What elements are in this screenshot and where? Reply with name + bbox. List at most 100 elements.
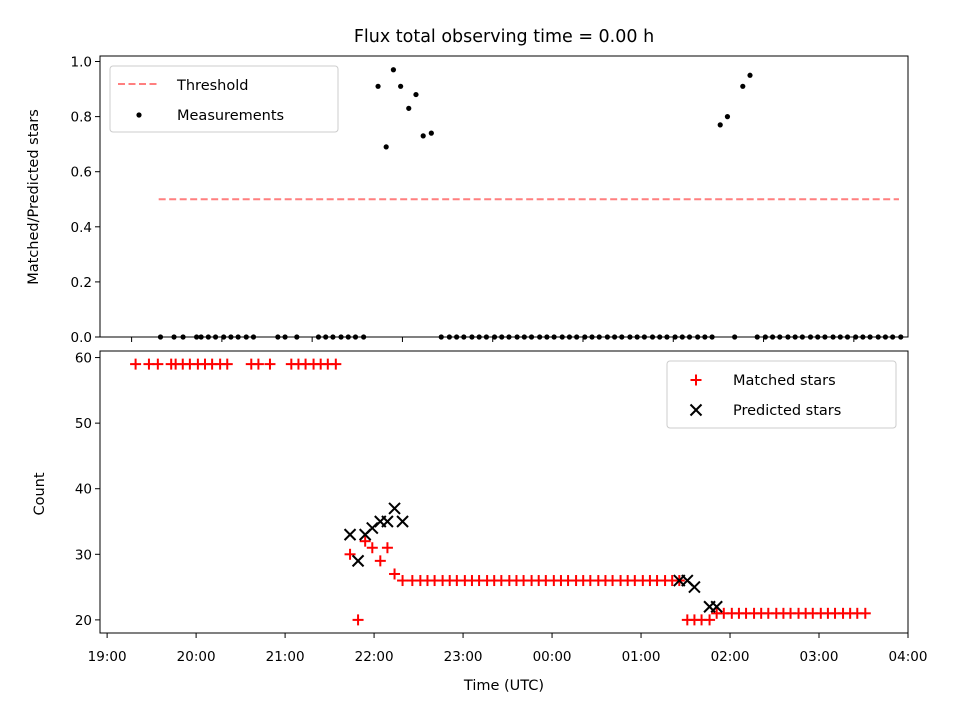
predicted-star-point	[351, 554, 365, 568]
legend-matched-swatch	[690, 374, 702, 386]
bottom-y-tick-label: 40	[75, 482, 92, 498]
measurement-point	[860, 334, 866, 340]
bottom-legend-box	[666, 360, 897, 429]
chart-title: Flux total observing time = 0.00 h	[354, 27, 654, 47]
bottom-subplot: 19:00 20:00 21:00 22:00 23:00 00:00 01:00 02:00…	[75, 350, 927, 665]
measurement-point	[785, 334, 791, 340]
measurement-point	[398, 83, 404, 89]
measurement-point	[777, 334, 783, 340]
measurement-point	[205, 334, 211, 340]
measurement-point	[506, 334, 512, 340]
measurement-point	[375, 83, 381, 89]
measurement-point	[830, 334, 836, 340]
measurement-point	[686, 334, 693, 340]
x-tick-label: 20:00	[177, 649, 216, 665]
legend-measurements-swatch	[136, 112, 142, 118]
matched-star-point	[389, 568, 401, 580]
predicted-star-point	[688, 580, 701, 594]
measurement-point	[875, 334, 881, 340]
bottom-y-axis-label: Count	[32, 472, 48, 515]
measurement-point	[338, 334, 344, 340]
measurement-point	[528, 334, 535, 340]
matched-star-point	[359, 535, 371, 547]
top-y-tick-label: 0.4	[71, 220, 92, 236]
x-tick-label: 02:00	[711, 649, 750, 665]
measurement-point	[345, 334, 351, 340]
measurement-point	[582, 334, 588, 340]
top-y-axis-label: Matched/Predicted stars	[26, 109, 42, 285]
x-marker-b	[681, 574, 694, 587]
bottom-y-tick-label: 20	[75, 613, 92, 629]
measurement-point	[634, 334, 640, 340]
measurement-point	[491, 334, 498, 340]
legend-measurements-label: Measurements	[177, 108, 284, 124]
measurement-point	[171, 334, 177, 340]
matched-star-point	[397, 575, 409, 587]
measurement-point	[702, 334, 708, 340]
measurement-point	[476, 334, 482, 340]
measurement-point	[454, 334, 460, 340]
measurement-point	[469, 334, 475, 340]
bottom-y-tick-label: 50	[75, 416, 92, 432]
x-marker-b	[396, 515, 409, 528]
measurement-point	[235, 334, 241, 340]
measurement-point	[483, 334, 489, 340]
measurement-point	[574, 334, 580, 340]
matched-star-point	[152, 358, 164, 370]
measurement-point	[361, 334, 367, 340]
measurement-point	[890, 334, 896, 340]
measurement-point	[807, 334, 814, 340]
legend-matched-label: Matched stars	[733, 373, 836, 389]
measurement-point	[822, 334, 828, 340]
x-tick-label: 22:00	[355, 649, 394, 665]
measurement-point	[420, 133, 426, 139]
measurement-point	[627, 334, 633, 340]
measurement-point	[837, 334, 843, 340]
measurement-point	[799, 334, 805, 340]
measurement-point	[657, 334, 663, 340]
matched-star-point	[859, 607, 871, 619]
predicted-star-point	[396, 515, 409, 528]
measurement-point	[446, 334, 452, 340]
measurement-point	[250, 334, 257, 340]
measurement-point	[717, 122, 723, 128]
measurement-point	[596, 334, 602, 340]
measurement-point	[695, 334, 701, 340]
x-marker-b	[689, 403, 703, 417]
x-marker-b	[688, 580, 701, 594]
matched-star-point	[221, 358, 233, 370]
x-tick-label: 23:00	[444, 649, 483, 665]
matched-star-point	[252, 358, 264, 370]
measurement-point	[649, 334, 656, 340]
measurement-point	[330, 334, 336, 340]
measurement-point	[537, 334, 543, 340]
measurement-point	[315, 334, 322, 340]
predicted-star-point	[343, 528, 357, 541]
measurement-point	[521, 334, 527, 340]
matched-star-point	[374, 555, 386, 567]
matched-star-point	[381, 542, 393, 554]
measurement-point	[867, 334, 873, 340]
measurement-point	[740, 83, 746, 89]
measurement-point	[413, 91, 419, 98]
measurement-point	[499, 334, 505, 340]
measurement-point	[193, 334, 200, 340]
measurement-point	[282, 334, 288, 340]
x-axis-label: Time (UTC)	[463, 678, 544, 694]
measurement-point	[212, 334, 219, 340]
measurement-point	[815, 334, 821, 340]
x-tick-label: 19:00	[88, 649, 127, 665]
matched-star-point	[352, 614, 364, 626]
matched-star-point	[344, 548, 356, 560]
x-tick-label: 01:00	[622, 649, 661, 665]
measurement-point	[198, 334, 204, 340]
measurement-point	[898, 334, 904, 340]
measurement-point	[747, 72, 753, 78]
predicted-star-point	[381, 515, 394, 528]
measurement-point	[461, 334, 467, 340]
measurement-point	[853, 334, 859, 340]
measurement-point	[243, 334, 249, 340]
measurement-point	[221, 334, 227, 340]
top-y-tick-label: 0.0	[71, 330, 92, 346]
bottom-y-tick-label: 60	[75, 351, 92, 367]
